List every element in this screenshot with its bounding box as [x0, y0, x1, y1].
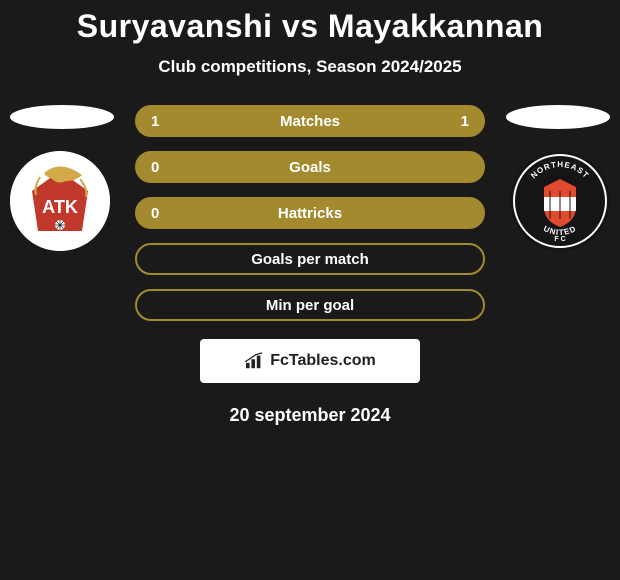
subtitle: Club competitions, Season 2024/2025 [0, 57, 620, 77]
stat-row-matches: 1 Matches 1 [135, 105, 485, 137]
left-player-photo-placeholder [10, 105, 114, 129]
stat-label: Goals per match [137, 251, 483, 268]
page-title: Suryavanshi vs Mayakkannan [0, 8, 620, 45]
stat-label: Matches [137, 113, 483, 130]
atk-badge-icon: ATK [10, 151, 110, 251]
left-club-badge: ATK [10, 151, 110, 251]
date-text: 20 september 2024 [0, 405, 620, 426]
stat-row-goals-per-match: Goals per match [135, 243, 485, 275]
right-club-badge: NORTHEAST UNITED F C [510, 151, 610, 251]
stat-row-min-per-goal: Min per goal [135, 289, 485, 321]
northeast-united-badge-icon: NORTHEAST UNITED F C [510, 151, 610, 251]
comparison-card: Suryavanshi vs Mayakkannan Club competit… [0, 0, 620, 426]
main-row: ATK 1 Matches 1 0 Goals 0 Hattricks [0, 105, 620, 321]
left-player-col: ATK [6, 105, 117, 251]
stat-label: Hattricks [137, 205, 483, 222]
stat-row-goals: 0 Goals [135, 151, 485, 183]
stat-label: Min per goal [137, 297, 483, 314]
attribution-badge: FcTables.com [200, 339, 420, 383]
right-player-col: NORTHEAST UNITED F C [503, 105, 614, 251]
stat-row-hattricks: 0 Hattricks [135, 197, 485, 229]
svg-text:F C: F C [554, 236, 565, 243]
stats-column: 1 Matches 1 0 Goals 0 Hattricks Goals pe… [135, 105, 485, 321]
stat-right-value: 1 [461, 113, 469, 130]
right-player-photo-placeholder [506, 105, 610, 129]
bar-chart-icon [244, 352, 266, 370]
attribution-text: FcTables.com [270, 352, 376, 370]
svg-text:ATK: ATK [42, 197, 78, 217]
stat-label: Goals [137, 159, 483, 176]
